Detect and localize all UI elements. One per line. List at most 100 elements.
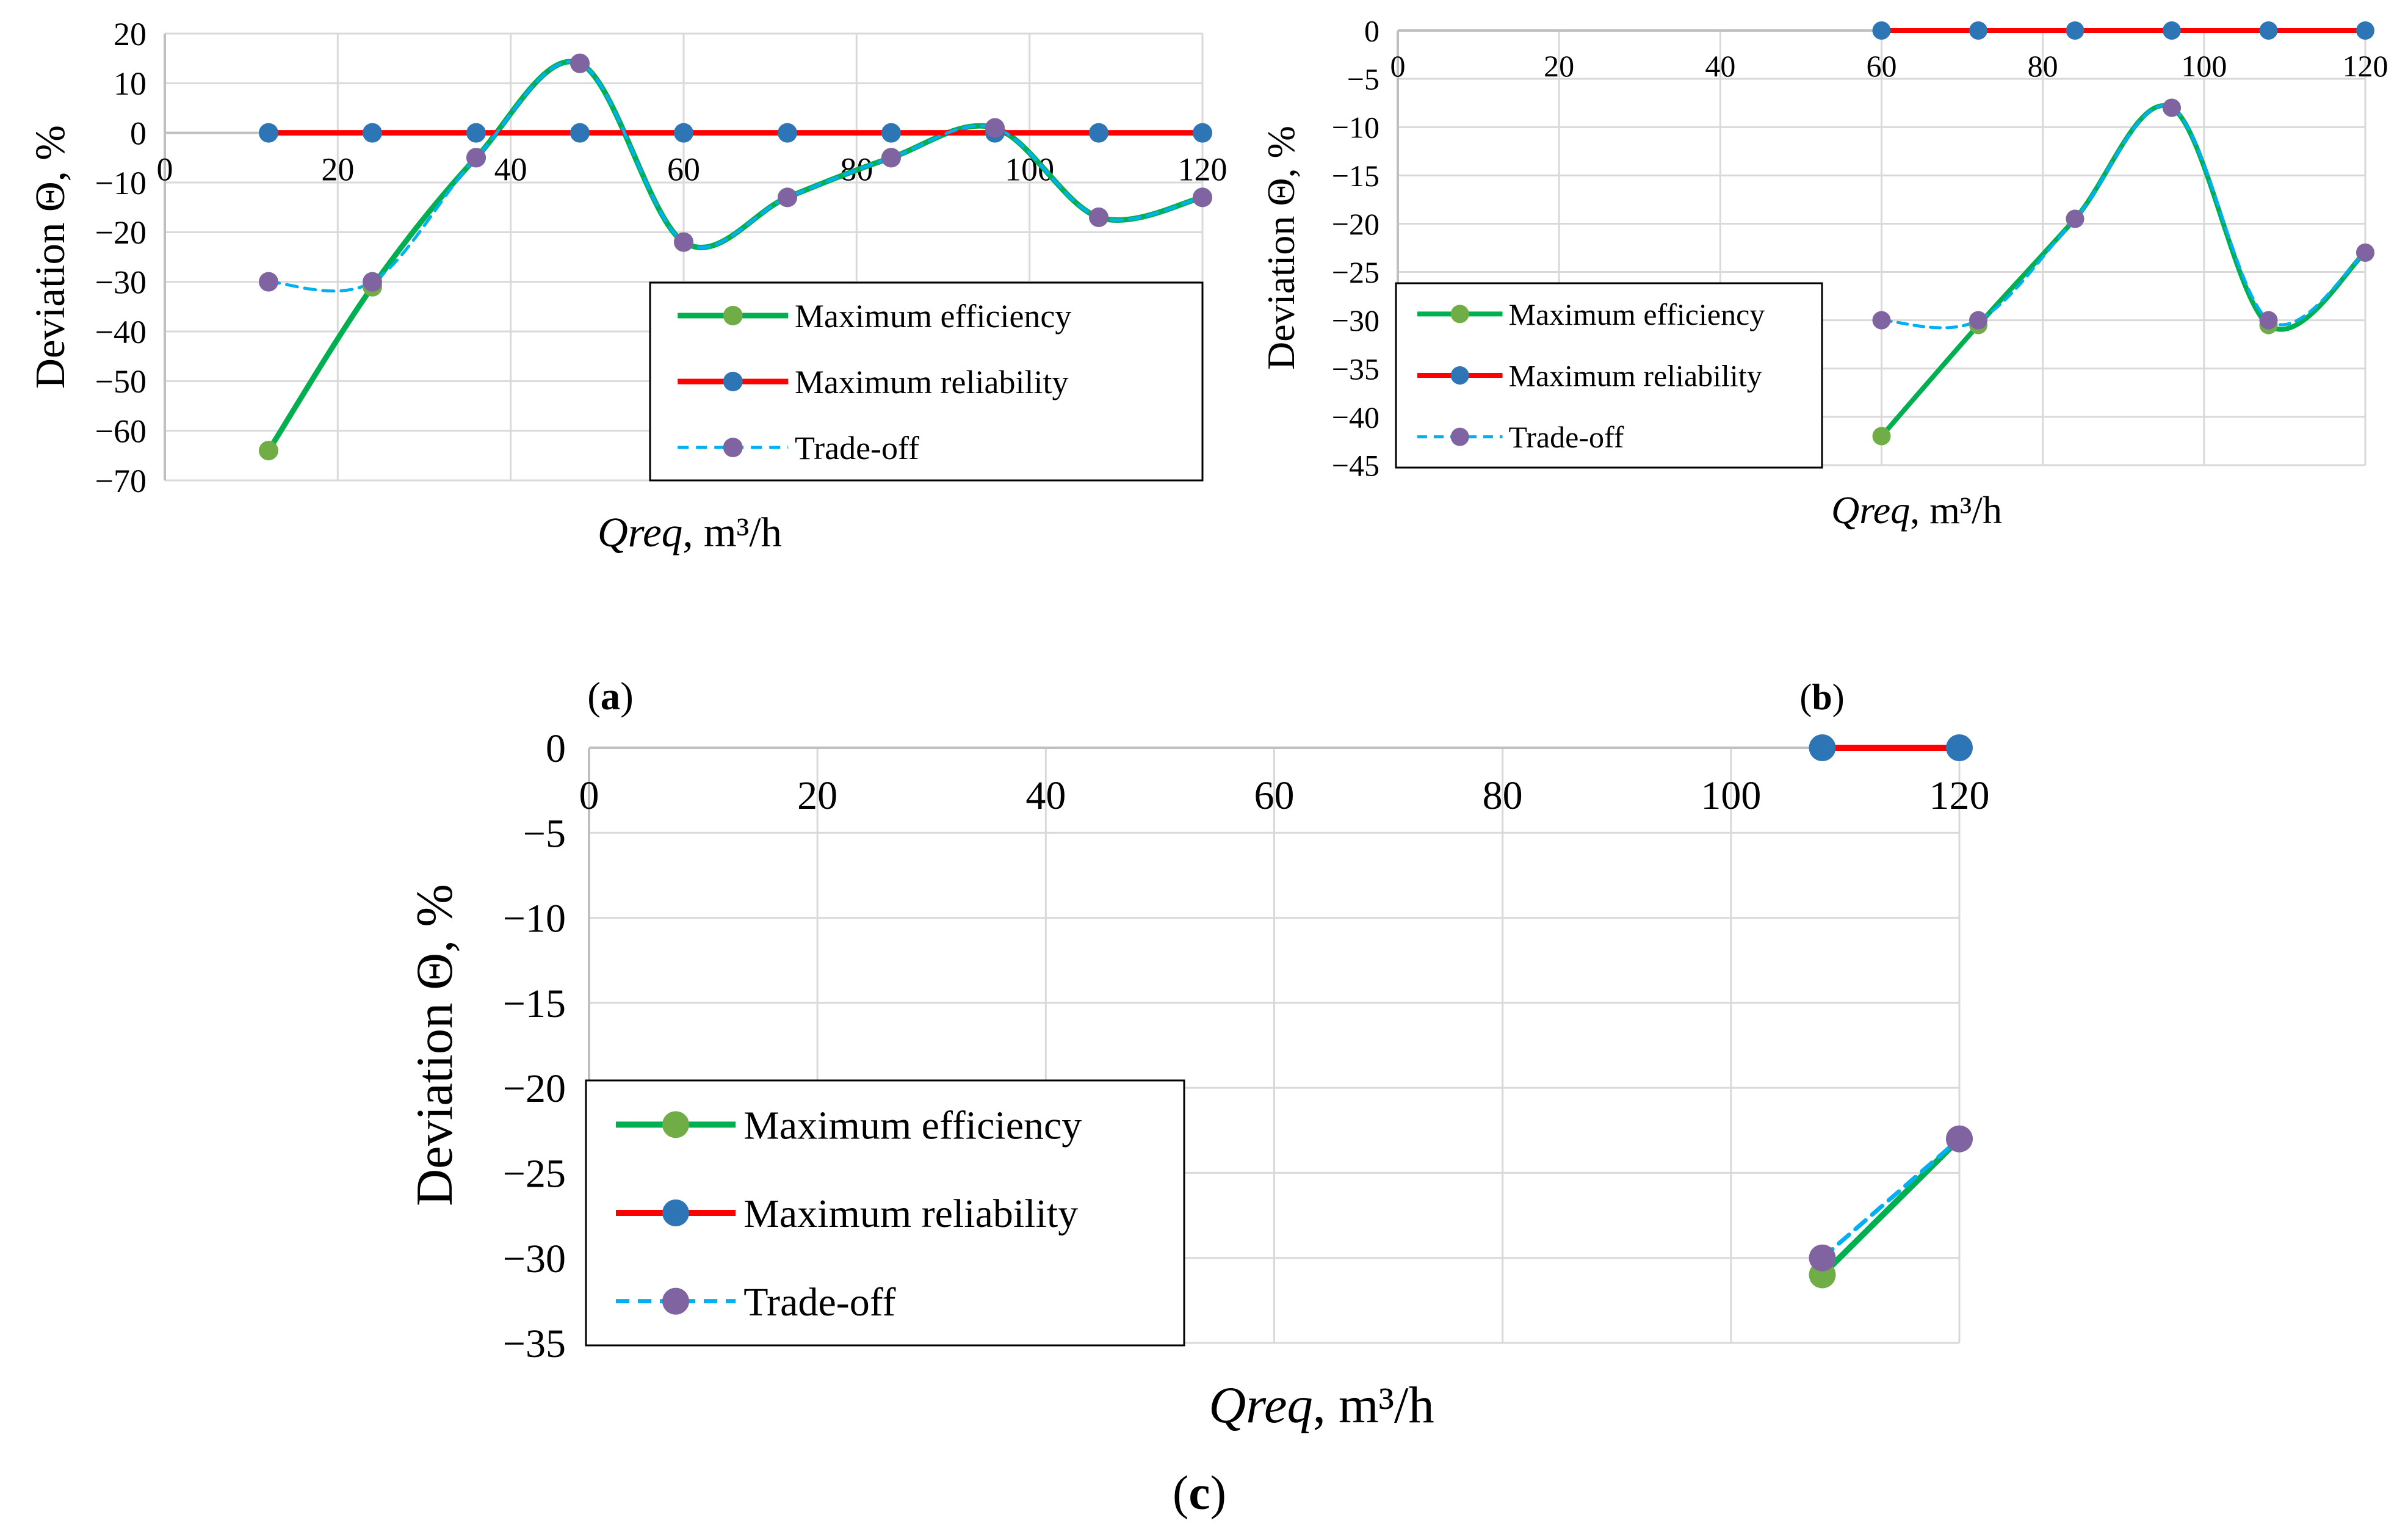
data-point-reliability bbox=[570, 123, 590, 143]
data-point-reliability bbox=[2066, 21, 2084, 40]
x-tick-label: 20 bbox=[321, 151, 354, 188]
y-tick-label: −15 bbox=[1332, 159, 1379, 193]
y-axis-label: Deviation Θ, % bbox=[1259, 126, 1303, 370]
legend-swatch-marker-tradeoff bbox=[662, 1287, 689, 1315]
x-axis-label-unit: , m³/h bbox=[682, 508, 782, 555]
x-tick-label: 40 bbox=[494, 151, 527, 188]
legend-swatch-marker-reliability bbox=[1450, 366, 1469, 385]
y-tick-label: 0 bbox=[1364, 14, 1379, 48]
legend-swatch-marker-reliability bbox=[662, 1199, 689, 1226]
y-tick-label: −10 bbox=[503, 897, 566, 941]
data-point-tradeoff bbox=[363, 272, 382, 292]
y-tick-label: −5 bbox=[1347, 62, 1379, 96]
data-point-reliability bbox=[881, 123, 901, 143]
panel-paren: ( bbox=[587, 675, 601, 718]
data-point-efficiency bbox=[259, 441, 278, 461]
y-tick-label: −30 bbox=[1332, 303, 1379, 338]
legend-swatch-marker-efficiency bbox=[723, 306, 743, 325]
legend-label-efficiency: Maximum efficiency bbox=[795, 298, 1071, 335]
legend-label-efficiency: Maximum efficiency bbox=[743, 1103, 1082, 1148]
x-tick-label: 0 bbox=[1390, 49, 1406, 83]
y-tick-label: −5 bbox=[523, 811, 566, 856]
data-point-tradeoff bbox=[881, 148, 901, 168]
x-tick-label: 120 bbox=[1929, 773, 1990, 818]
panel-letter: c bbox=[1188, 1466, 1210, 1520]
x-tick-label: 120 bbox=[1178, 151, 1228, 188]
y-tick-label: −45 bbox=[1332, 449, 1379, 483]
y-axis-label: Deviation Θ, % bbox=[407, 884, 463, 1206]
chart-b: 0 −5 −10 −15 −20 −25 −30 −35 −40 −45 0 20 40 60 80 100 1… bbox=[1259, 14, 2388, 718]
data-point-reliability bbox=[2259, 21, 2278, 40]
series-line-efficiency bbox=[1819, 1135, 1962, 1278]
y-tick-label: −50 bbox=[95, 363, 146, 400]
legend-label-tradeoff: Trade-off bbox=[743, 1280, 895, 1325]
data-point-tradeoff bbox=[778, 187, 797, 208]
data-point-reliability bbox=[259, 123, 278, 143]
x-tick-label: 80 bbox=[1483, 773, 1523, 818]
panel-label: (b) bbox=[1799, 677, 1844, 717]
y-tick-label: −10 bbox=[95, 165, 146, 201]
data-point-tradeoff bbox=[2259, 311, 2278, 330]
x-tick-label: 100 bbox=[1701, 773, 1761, 818]
y-tick-label: −20 bbox=[1332, 207, 1379, 241]
data-point-reliability bbox=[466, 123, 486, 143]
x-tick-label: 20 bbox=[1544, 49, 1574, 83]
data-point-reliability bbox=[1872, 21, 1891, 40]
data-point-reliability bbox=[2163, 21, 2181, 40]
y-tick-label: −10 bbox=[1332, 110, 1379, 145]
data-point-reliability bbox=[1809, 734, 1836, 761]
data-point-tradeoff bbox=[259, 272, 278, 292]
x-tick-label: 40 bbox=[1025, 773, 1066, 818]
x-tick-label: 80 bbox=[2028, 49, 2058, 83]
series-line-tradeoff bbox=[1820, 1137, 1962, 1261]
panel-paren: ) bbox=[1210, 1466, 1226, 1520]
legend-label-reliability: Maximum reliability bbox=[1509, 359, 1762, 393]
y-tick-label: −60 bbox=[95, 413, 146, 450]
x-tick-label: 60 bbox=[1254, 773, 1295, 818]
x-axis-label-variable: Qreq bbox=[1831, 488, 1910, 532]
y-tick-label: −30 bbox=[95, 264, 146, 301]
data-point-tradeoff bbox=[466, 148, 486, 168]
data-point-reliability bbox=[363, 123, 382, 143]
y-tick-label: −20 bbox=[503, 1066, 566, 1111]
y-tick-label: −40 bbox=[1332, 400, 1379, 434]
data-point-tradeoff bbox=[985, 118, 1005, 138]
legend-swatch-marker-tradeoff bbox=[723, 438, 743, 457]
y-tick-label: −25 bbox=[1332, 255, 1379, 289]
data-point-tradeoff bbox=[2163, 98, 2181, 117]
y-tick-label: −70 bbox=[95, 463, 146, 499]
legend-swatch-marker-tradeoff bbox=[1450, 427, 1469, 446]
panel-letter: b bbox=[1812, 677, 1832, 717]
data-point-tradeoff bbox=[2356, 243, 2374, 262]
x-axis-label-variable: Qreq bbox=[1209, 1377, 1312, 1434]
panel-paren: ) bbox=[620, 675, 634, 718]
data-point-reliability bbox=[1193, 123, 1212, 143]
data-point-efficiency bbox=[1872, 427, 1891, 446]
legend-label-tradeoff: Trade-off bbox=[1509, 420, 1624, 454]
panel-label: (a) bbox=[587, 675, 634, 718]
x-tick-label: 20 bbox=[797, 773, 837, 818]
data-point-reliability bbox=[1089, 123, 1108, 143]
y-tick-label: −35 bbox=[1332, 352, 1379, 386]
data-point-tradeoff bbox=[2066, 209, 2084, 228]
y-tick-label: 0 bbox=[546, 726, 566, 771]
y-tick-label: −30 bbox=[503, 1237, 566, 1281]
y-tick-label: −35 bbox=[503, 1322, 566, 1366]
x-tick-label: 0 bbox=[579, 773, 599, 818]
data-point-reliability bbox=[1946, 734, 1973, 761]
y-tick-label: −15 bbox=[503, 982, 566, 1026]
x-axis-label: Qreq, m³/h bbox=[1831, 488, 2002, 532]
panel-paren: ( bbox=[1173, 1466, 1188, 1520]
y-axis-label: Deviation Θ, % bbox=[26, 125, 73, 389]
x-axis-label-unit: , m³/h bbox=[1910, 488, 2002, 532]
legend-label-tradeoff: Trade-off bbox=[795, 430, 919, 466]
data-point-reliability bbox=[2356, 21, 2374, 40]
y-tick-label: −25 bbox=[503, 1152, 566, 1196]
panel-paren: ( bbox=[1799, 677, 1812, 717]
y-tick-label: 10 bbox=[114, 65, 146, 102]
x-axis-label-unit: , m³/h bbox=[1313, 1377, 1434, 1434]
x-tick-label: 0 bbox=[157, 151, 173, 188]
panel-paren: ) bbox=[1832, 677, 1845, 717]
legend-label-efficiency: Maximum efficiency bbox=[1509, 297, 1765, 331]
